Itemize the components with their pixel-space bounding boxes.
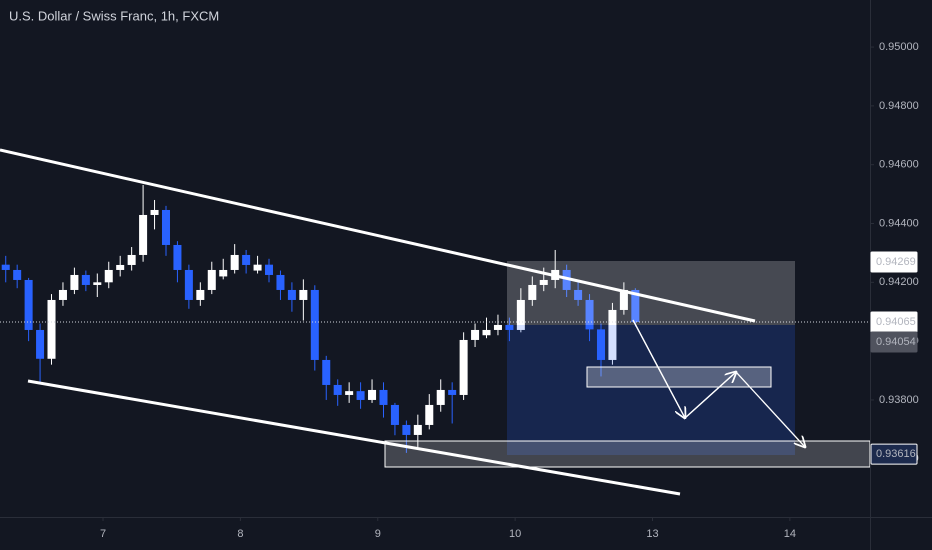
candle-body bbox=[471, 329, 480, 340]
support-box bbox=[384, 440, 871, 468]
price-axis bbox=[870, 0, 932, 550]
candle-body bbox=[413, 424, 422, 435]
candle-body bbox=[562, 269, 571, 290]
stop-zone bbox=[507, 261, 795, 325]
candle-body bbox=[1, 264, 10, 270]
target-zone bbox=[507, 325, 795, 455]
price-label-box bbox=[870, 443, 918, 465]
candle-body bbox=[448, 389, 457, 395]
y-tick-label: 0.93800 bbox=[879, 394, 919, 406]
candle-body bbox=[596, 329, 605, 360]
candle-body bbox=[493, 324, 502, 330]
chart-title: U.S. Dollar / Swiss Franc, 1h, FXCM bbox=[9, 8, 219, 23]
candle-body bbox=[287, 289, 296, 300]
candle-body bbox=[345, 391, 354, 395]
candle-body bbox=[93, 282, 102, 285]
candle-body bbox=[585, 299, 594, 330]
candle-body bbox=[505, 324, 514, 330]
x-tick-label: 14 bbox=[784, 528, 796, 540]
candle-body bbox=[24, 279, 33, 330]
x-tick-label: 13 bbox=[646, 528, 658, 540]
candle-body bbox=[184, 269, 193, 300]
candle-body bbox=[230, 254, 239, 270]
candle-body bbox=[619, 289, 628, 310]
candle-body bbox=[173, 244, 182, 270]
y-tick-label: 0.94200 bbox=[879, 276, 919, 288]
candle-body bbox=[47, 299, 56, 359]
candle-body bbox=[333, 384, 342, 395]
candle-body bbox=[459, 339, 468, 395]
candle-body bbox=[276, 274, 285, 290]
price-label: 0.94269 bbox=[876, 256, 916, 268]
candle-body bbox=[242, 254, 251, 265]
candle-body bbox=[528, 284, 537, 300]
candle-body bbox=[36, 329, 45, 359]
price-label: 0.94065 bbox=[876, 316, 916, 328]
candle-body bbox=[356, 391, 365, 400]
y-tick-label: 0.94600 bbox=[879, 159, 919, 171]
candle-body bbox=[539, 279, 548, 285]
candle-body bbox=[574, 289, 583, 300]
candle-body bbox=[265, 264, 274, 275]
candle-body bbox=[150, 209, 159, 215]
projection-arrow bbox=[684, 372, 736, 419]
x-tick-label: 9 bbox=[375, 528, 381, 540]
x-tick-label: 10 bbox=[509, 528, 521, 540]
candle-body bbox=[631, 289, 640, 323]
candle-body bbox=[482, 329, 491, 336]
price-label: 0.94054 bbox=[876, 336, 916, 348]
candle-body bbox=[127, 254, 136, 265]
lower-trendline bbox=[27, 379, 681, 496]
candle-body bbox=[310, 289, 319, 360]
candle-body bbox=[253, 264, 262, 271]
candle-body bbox=[425, 404, 434, 425]
candle-body bbox=[516, 299, 525, 330]
x-tick-label: 8 bbox=[237, 528, 243, 540]
drawings bbox=[0, 148, 871, 496]
support-box bbox=[586, 366, 772, 388]
price-label: 0.93616 bbox=[876, 448, 916, 460]
projection-arrow bbox=[632, 319, 685, 418]
candle-body bbox=[104, 269, 113, 283]
candle-body bbox=[368, 389, 377, 400]
candle-body bbox=[436, 389, 445, 405]
y-tick-label: 0.94800 bbox=[879, 100, 919, 112]
axes: 0.95000 0.94800 0.94600 0.94400 0.94200 0.940… bbox=[100, 41, 919, 540]
candle-body bbox=[81, 274, 90, 285]
candle-body bbox=[70, 274, 79, 290]
y-tick-label: 0.94400 bbox=[879, 217, 919, 229]
plot-area bbox=[0, 184, 870, 453]
projection-arrow bbox=[735, 371, 805, 447]
candle-body bbox=[13, 269, 22, 280]
candle-body bbox=[116, 264, 125, 270]
upper-trendline bbox=[0, 148, 756, 323]
candle-body bbox=[608, 309, 617, 360]
candle-body bbox=[379, 389, 388, 405]
candle-body bbox=[196, 289, 205, 300]
candle-body bbox=[402, 424, 411, 435]
candle-body bbox=[219, 269, 228, 277]
candle-body bbox=[207, 269, 216, 290]
x-tick-label: 7 bbox=[100, 528, 106, 540]
candle-body bbox=[58, 289, 67, 300]
candle-body bbox=[161, 209, 170, 245]
candle-body bbox=[299, 289, 308, 300]
price-label-box bbox=[870, 331, 918, 353]
candle-body bbox=[139, 214, 148, 255]
y-tick-label: 0.95000 bbox=[879, 41, 919, 53]
candle-body bbox=[390, 404, 399, 425]
candle-body bbox=[322, 359, 331, 385]
price-label-box bbox=[870, 251, 918, 273]
